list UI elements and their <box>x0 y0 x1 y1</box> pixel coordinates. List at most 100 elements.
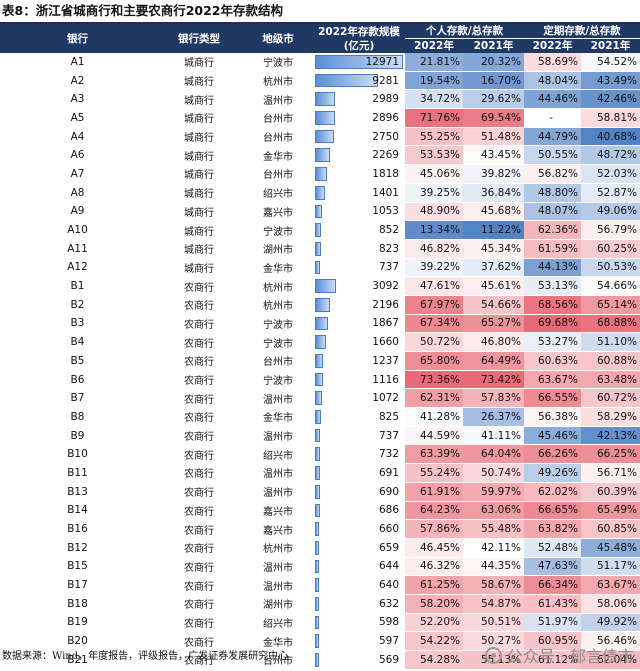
cell-bank: B7 <box>0 388 155 409</box>
cell-city: 台州市 <box>243 108 313 128</box>
deposit-scale-bar <box>315 484 320 499</box>
deposit-scale-bar <box>315 578 320 592</box>
cell-city: 嘉兴市 <box>243 501 313 521</box>
cell-fixed-2021: 60.39% <box>581 482 640 502</box>
cell-personal-2022: 54.22% <box>405 631 463 651</box>
cell-fixed-2021: 68.88% <box>581 314 640 334</box>
cell-personal-2021: 58.67% <box>463 575 524 595</box>
cell-deposit-scale: 2269 <box>313 145 405 166</box>
cell-fixed-2022: 47.63% <box>524 557 581 577</box>
cell-personal-2022: 62.31% <box>405 388 463 409</box>
cell-personal-2022: 34.72% <box>405 89 463 110</box>
table-row: B17 农商行 温州市 640 61.25% 58.67% 66.34% 63.67% <box>0 575 640 595</box>
cell-city: 杭州市 <box>243 276 313 296</box>
cell-deposit-scale: 686 <box>313 501 405 521</box>
table-row: B5 农商行 台州市 1237 65.80% 64.49% 60.63% 60.88% <box>0 351 640 371</box>
cell-bank: B16 <box>0 519 155 539</box>
cell-fixed-2021: 49.06% <box>581 202 640 222</box>
cell-personal-2022: 54.28% <box>405 650 463 670</box>
cell-city: 绍兴市 <box>243 444 313 465</box>
cell-bank-type: 农商行 <box>155 594 243 614</box>
cell-personal-2021: 50.51% <box>463 613 524 633</box>
deposit-scale-bar <box>315 466 320 480</box>
cell-deposit-scale: 2750 <box>313 127 405 147</box>
cell-deposit-scale: 598 <box>313 613 405 633</box>
table-row: A1 城商行 宁波市 12971 21.81% 20.32% 58.69% 54.52% <box>0 53 640 72</box>
cell-bank: A5 <box>0 108 155 128</box>
cell-personal-2022: 13.34% <box>405 220 463 240</box>
cell-fixed-2021: 62.04% <box>581 650 640 670</box>
cell-personal-2022: 44.59% <box>405 426 463 446</box>
cell-bank-type: 城商行 <box>155 108 243 128</box>
cell-deposit-scale: 660 <box>313 519 405 539</box>
cell-bank: B6 <box>0 370 155 390</box>
cell-city: 杭州市 <box>243 538 313 558</box>
header-type: 银行类型 <box>155 24 243 53</box>
deposit-scale-value: 1237 <box>372 354 399 367</box>
cell-fixed-2022: 48.07% <box>524 202 581 222</box>
cell-bank: B1 <box>0 276 155 296</box>
header-personal-group: 个人存款/总存款 <box>405 24 524 39</box>
deposit-scale-bar <box>315 279 336 293</box>
cell-bank: A4 <box>0 127 155 147</box>
cell-personal-2021: 59.97% <box>463 482 524 502</box>
cell-fixed-2021: 60.85% <box>581 519 640 539</box>
cell-fixed-2022: 62.02% <box>524 482 581 502</box>
cell-personal-2021: 37.62% <box>463 258 524 278</box>
deposit-scale-bar <box>315 129 334 144</box>
cell-bank: A2 <box>0 71 155 91</box>
deposit-scale-value: 1116 <box>372 373 399 386</box>
cell-city: 绍兴市 <box>243 183 313 203</box>
cell-fixed-2021: 58.81% <box>581 108 640 128</box>
deposit-scale-bar <box>315 55 403 69</box>
table-row: B4 农商行 宁波市 1660 50.72% 46.80% 53.27% 51.10% <box>0 332 640 352</box>
deposit-scale-value: 1660 <box>372 336 399 349</box>
deposit-scale-bar <box>315 148 331 163</box>
cell-deposit-scale: 732 <box>313 444 405 465</box>
cell-personal-2021: 69.54% <box>463 108 524 128</box>
cell-bank-type: 农商行 <box>155 314 243 334</box>
cell-fixed-2021: 63.67% <box>581 575 640 595</box>
cell-personal-2021: 11.22% <box>463 220 524 240</box>
cell-bank-type: 农商行 <box>155 501 243 521</box>
header-fixed-2021: 2021年 <box>581 38 640 53</box>
cell-bank: A8 <box>0 183 155 203</box>
cell-personal-2021: 64.49% <box>463 351 524 371</box>
table-row: B16 农商行 嘉兴市 660 57.86% 55.48% 63.82% 60.85% <box>0 519 640 539</box>
deposit-scale-value: 1053 <box>372 205 399 218</box>
deposit-scale-value: 12971 <box>365 55 399 68</box>
deposit-scale-value: 1867 <box>372 317 399 330</box>
cell-fixed-2021: 51.17% <box>581 557 640 577</box>
cell-fixed-2022: 45.46% <box>524 426 581 446</box>
table-row: B18 农商行 湖州市 632 58.20% 54.87% 61.43% 58.06% <box>0 594 640 614</box>
cell-personal-2021: 55.48% <box>463 519 524 539</box>
cell-bank: A11 <box>0 239 155 259</box>
deposit-scale-bar <box>315 391 323 406</box>
cell-bank-type: 城商行 <box>155 183 243 203</box>
cell-personal-2021: 57.83% <box>463 388 524 409</box>
deposit-structure-table: 银行 银行类型 地级市 2022年存款规模 (亿元) 个人存款/总存款 定期存款… <box>0 24 640 670</box>
cell-bank: A9 <box>0 202 155 222</box>
cell-city: 宁波市 <box>243 220 313 240</box>
deposit-scale-bar <box>315 111 335 125</box>
deposit-scale-bar <box>315 559 320 574</box>
deposit-scale-bar <box>315 223 321 237</box>
cell-city: 绍兴市 <box>243 613 313 633</box>
cell-personal-2021: 64.04% <box>463 444 524 465</box>
table-row: A5 城商行 台州市 2896 71.76% 69.54% -58.81% <box>0 108 640 128</box>
table-row: B11 农商行 温州市 691 55.24% 50.74% 49.26% 56.71% <box>0 463 640 483</box>
cell-bank-type: 农商行 <box>155 650 243 670</box>
cell-personal-2022: 67.34% <box>405 314 463 334</box>
cell-deposit-scale: 640 <box>313 575 405 595</box>
cell-bank-type: 农商行 <box>155 557 243 577</box>
cell-bank: A3 <box>0 89 155 110</box>
deposit-scale-value: 2989 <box>372 93 399 106</box>
cell-bank-type: 城商行 <box>155 239 243 259</box>
table-row: B20 农商行 金华市 597 54.22% 50.27% 60.95% 56.46% <box>0 631 640 651</box>
deposit-scale-value: 1401 <box>372 186 399 199</box>
cell-bank-type: 农商行 <box>155 388 243 409</box>
table-row: A8 城商行 绍兴市 1401 39.25% 36.84% 48.80% 52.87% <box>0 183 640 203</box>
cell-personal-2022: 48.90% <box>405 202 463 222</box>
deposit-scale-value: 2196 <box>372 298 399 311</box>
cell-city: 金华市 <box>243 631 313 651</box>
